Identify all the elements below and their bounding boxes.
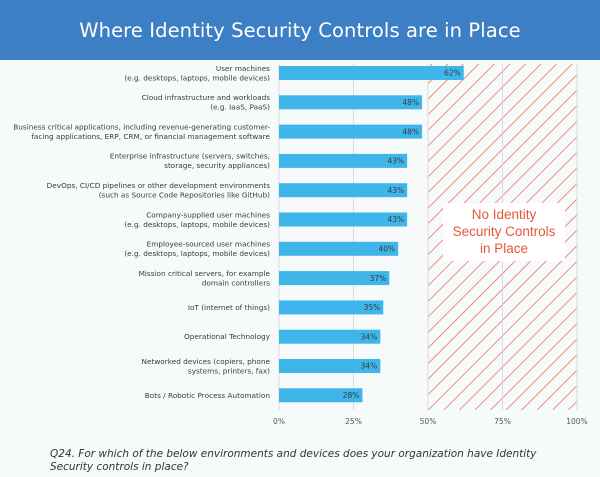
category-label: User machines (e.g. desktops, laptops, mo… [124,64,270,83]
bar-value-label: 34% [361,332,378,341]
x-tick-label: 0% [273,417,285,426]
bar-value-label: 62% [444,69,461,78]
bar-chart: 62% User machines (e.g. desktops, laptops,… [13,64,587,426]
bar-value-label: 43% [387,157,404,166]
category-label: Cloud infrastructure and workloads (e.g. … [142,93,271,112]
x-tick-label: 25% [345,417,362,426]
bar [279,329,381,344]
bar [279,300,384,315]
bar-value-label: 35% [364,303,381,312]
bar-value-label: 37% [370,274,387,283]
bar [279,241,399,256]
category-label: Enterprise infrastructure (servers, swit… [110,152,270,171]
bar [279,66,464,80]
category-label: Business critical applications, includin… [13,122,270,141]
category-label: DevOps, CI/CD pipelines or other develop… [47,181,271,200]
chart-title: Where Identity Security Controls are in … [79,18,521,42]
chart-title-banner: Where Identity Security Controls are in … [0,0,600,60]
bar [279,183,408,198]
bar-value-label: 40% [379,245,396,254]
bar-value-label: 48% [402,127,419,136]
category-label: Networked devices (copiers, phone systems… [142,357,271,376]
bar [279,388,363,403]
bar-value-label: 28% [343,391,360,400]
category-label: Company-supplied user machines (e.g. desk… [124,210,270,229]
category-label: Operational Technology [184,332,271,341]
x-tick-label: 100% [566,417,587,426]
annotation-text: No Identity Security Controls in Place [453,207,556,256]
bar [279,124,423,139]
x-tick-label: 50% [420,417,437,426]
category-label: IoT (internet of things) [188,303,270,312]
bar [279,271,390,286]
bar [279,153,408,168]
bar [279,95,423,110]
bar-value-label: 43% [387,186,404,195]
category-label: Mission critical servers, for example dom… [139,269,271,288]
annotation-box [443,203,565,261]
x-tick-label: 75% [494,417,511,426]
bar [279,359,381,373]
category-label: Bots / Robotic Process Automation [145,391,270,400]
bar [279,212,408,227]
survey-question: Q24. For which of the below environments… [50,448,537,473]
bar-value-label: 43% [387,215,404,224]
bar-value-label: 48% [402,98,419,107]
bar-value-label: 34% [361,362,378,371]
category-label: Employee-sourced user machines (e.g. desk… [124,240,270,258]
